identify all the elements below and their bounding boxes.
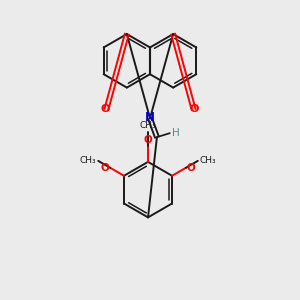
Text: CH₃: CH₃ <box>200 156 216 165</box>
Text: O: O <box>144 135 152 145</box>
Text: CH₃: CH₃ <box>80 156 96 165</box>
Text: O: O <box>187 163 196 173</box>
Text: H: H <box>172 128 180 138</box>
Text: N: N <box>145 111 155 124</box>
Text: O: O <box>101 104 110 114</box>
Text: CH₃: CH₃ <box>140 121 156 130</box>
Text: O: O <box>190 104 199 114</box>
Text: O: O <box>100 163 109 173</box>
